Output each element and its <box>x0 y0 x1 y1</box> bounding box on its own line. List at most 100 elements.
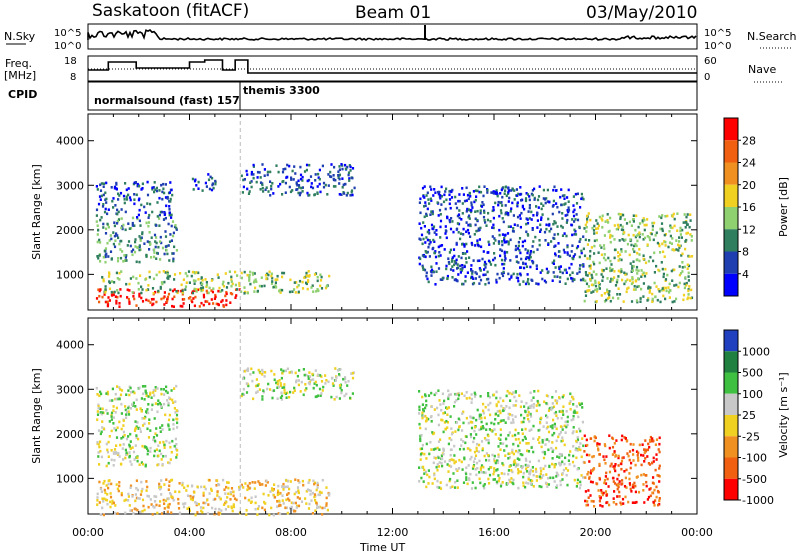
power-cell <box>631 267 634 270</box>
power-cell <box>623 231 626 234</box>
velocity-cell <box>279 396 282 399</box>
power-cell <box>608 229 611 233</box>
power-cell <box>619 253 622 256</box>
power-cell <box>163 213 166 216</box>
power-cell <box>256 176 259 179</box>
power-cell <box>595 231 598 235</box>
power-cell <box>507 192 510 195</box>
velocity-cell <box>572 454 575 458</box>
power-cell <box>526 221 530 225</box>
power-cell <box>189 296 192 299</box>
velocity-cell <box>141 498 145 502</box>
power-cell <box>297 284 300 287</box>
date-title: 03/May/2010 <box>586 3 698 23</box>
velocity-cell <box>457 417 460 421</box>
velocity-cell <box>305 490 308 493</box>
velocity-cell <box>344 376 347 379</box>
velocity-cell <box>111 502 114 505</box>
velocity-cell <box>551 402 554 405</box>
velocity-cell <box>418 405 421 409</box>
power-cell <box>681 270 684 273</box>
velocity-cell <box>507 434 510 437</box>
power-cell <box>603 292 606 295</box>
velocity-cell <box>525 470 529 473</box>
power-cell <box>461 202 464 205</box>
power-cell <box>527 256 530 260</box>
velocity-cell <box>99 440 102 444</box>
velocity-cell <box>598 476 601 480</box>
velocity-cell <box>621 482 624 485</box>
velocity-cell <box>311 372 314 376</box>
power-cell <box>511 201 514 205</box>
velocity-cell <box>468 477 471 480</box>
velocity-cell <box>582 444 585 448</box>
velocity-cell <box>460 460 463 464</box>
power-cell <box>678 244 681 248</box>
velocity-colorbar-tick-label: -25 <box>742 430 760 443</box>
power-cell <box>168 208 171 211</box>
power-cell <box>168 205 171 208</box>
power-cell <box>265 277 268 281</box>
power-cell <box>115 181 118 185</box>
power-cell <box>236 288 239 291</box>
power-cell <box>425 236 428 239</box>
power-cell <box>428 239 431 242</box>
velocity-cell <box>264 502 267 505</box>
power-cell <box>524 197 528 200</box>
power-cell <box>111 280 114 283</box>
velocity-cell <box>478 459 481 463</box>
power-cell <box>141 231 144 234</box>
velocity-cell <box>505 444 508 448</box>
velocity-cell <box>164 413 167 417</box>
velocity-cell <box>287 492 290 495</box>
power-cell <box>436 201 439 204</box>
velocity-cell <box>321 513 324 516</box>
velocity-cell <box>599 504 602 507</box>
velocity-cell <box>532 473 535 477</box>
power-cell <box>604 220 607 223</box>
velocity-cell <box>160 479 163 482</box>
power-cell <box>493 256 496 260</box>
power-cell <box>168 259 171 262</box>
velocity-cell <box>527 450 531 453</box>
velocity-cell <box>283 388 286 392</box>
velocity-cell <box>171 439 174 443</box>
power-cell <box>351 176 354 180</box>
cpid-panel-frame <box>87 81 698 111</box>
power-cell <box>520 257 523 261</box>
power-cell <box>680 254 683 257</box>
velocity-cell <box>113 458 116 462</box>
power-cell <box>297 179 300 183</box>
velocity-cell <box>502 463 505 467</box>
power-cell <box>617 269 620 273</box>
power-cell <box>632 214 635 217</box>
velocity-cell <box>281 386 284 389</box>
power-cell <box>506 232 510 235</box>
velocity-cell <box>553 422 556 426</box>
velocity-cell <box>500 419 503 422</box>
velocity-cell <box>319 374 322 377</box>
power-cell <box>616 223 619 227</box>
velocity-cell <box>526 408 530 411</box>
power-cell <box>635 214 638 218</box>
velocity-cell <box>454 392 457 396</box>
power-cell <box>483 209 486 213</box>
power-cell <box>586 257 589 260</box>
power-cell <box>636 258 639 261</box>
power-cell <box>507 213 510 217</box>
velocity-cell <box>318 387 322 391</box>
power-cell <box>158 270 161 274</box>
power-cell <box>625 290 628 294</box>
velocity-cell <box>505 394 508 398</box>
velocity-cell <box>321 506 324 510</box>
power-cell <box>315 290 318 293</box>
velocity-cell <box>114 504 117 507</box>
velocity-cell <box>460 444 463 447</box>
power-cell <box>210 188 214 192</box>
power-cell <box>646 235 649 238</box>
power-cell <box>553 220 556 223</box>
velocity-cell <box>155 434 159 437</box>
power-cell <box>465 261 468 264</box>
power-cell <box>115 299 118 303</box>
velocity-cell <box>166 510 169 514</box>
